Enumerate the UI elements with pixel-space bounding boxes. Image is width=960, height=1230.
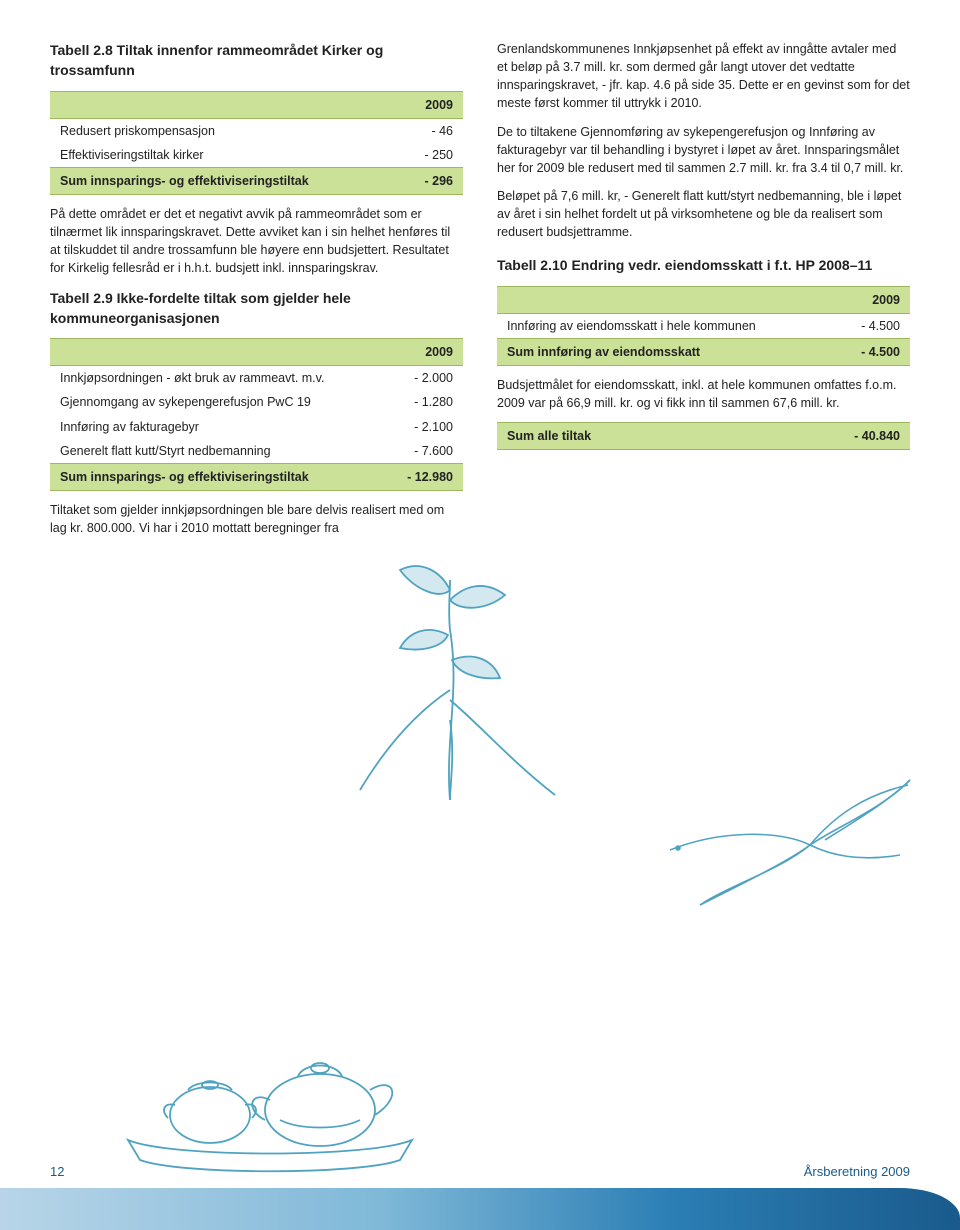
table-2-9-title: Tabell 2.9 Ikke-fordelte tiltak som gjel… (50, 288, 463, 329)
body-paragraph: Grenlandskommunenes Innkjøpsenhet på eff… (497, 40, 910, 113)
right-column: Grenlandskommunenes Innkjøpsenhet på eff… (497, 40, 910, 547)
page-footer: 12 Årsberetning 2009 (0, 1166, 960, 1230)
table-row: Innføring av eiendomsskatt i hele kommun… (497, 313, 910, 338)
page-number: 12 (50, 1163, 64, 1182)
year-header: 2009 (400, 91, 463, 118)
plant-decoration-icon (300, 540, 600, 800)
sum-row: Sum innsparings- og effektiviseringstilt… (50, 463, 463, 490)
body-paragraph: Budsjettmålet for eiendomsskatt, inkl. a… (497, 376, 910, 412)
table-2-10: 2009 Innføring av eiendomsskatt i hele k… (497, 286, 910, 366)
total-sum-row: Sum alle tiltak - 40.840 (497, 423, 910, 450)
body-paragraph: De to tiltakene Gjennomføring av sykepen… (497, 123, 910, 177)
footer-bar (0, 1188, 960, 1230)
footer-label: Årsberetning 2009 (804, 1163, 910, 1182)
table-row: Gjennomgang av sykepengerefusjon PwC 19 … (50, 390, 463, 414)
year-header: 2009 (385, 339, 463, 366)
year-header: 2009 (836, 286, 910, 313)
total-row-table: Sum alle tiltak - 40.840 (497, 422, 910, 450)
teapot-decoration-icon (120, 970, 420, 1180)
sum-row: Sum innsparings- og effektiviseringstilt… (50, 167, 463, 194)
table-2-8: 2009 Redusert priskompensasjon - 46 Effe… (50, 91, 463, 196)
body-paragraph: På dette området er det et negativt avvi… (50, 205, 463, 278)
table-2-10-title: Tabell 2.10 Endring vedr. eiendomsskatt … (497, 255, 910, 275)
body-paragraph: Tiltaket som gjelder innkjøpsordningen b… (50, 501, 463, 537)
table-row: Generelt flatt kutt/Styrt nedbemanning -… (50, 439, 463, 464)
left-column: Tabell 2.8 Tiltak innenfor rammeområdet … (50, 40, 463, 547)
table-2-8-title: Tabell 2.8 Tiltak innenfor rammeområdet … (50, 40, 463, 81)
table-row: Innkjøpsordningen - økt bruk av rammeavt… (50, 366, 463, 391)
table-row: Redusert priskompensasjon - 46 (50, 118, 463, 143)
body-paragraph: Beløpet på 7,6 mill. kr, - Generelt flat… (497, 187, 910, 241)
table-row: Innføring av fakturagebyr - 2.100 (50, 415, 463, 439)
table-2-9: 2009 Innkjøpsordningen - økt bruk av ram… (50, 338, 463, 491)
table-row: Effektiviseringstiltak kirker - 250 (50, 143, 463, 168)
sum-row: Sum innføring av eiendomsskatt - 4.500 (497, 338, 910, 365)
bird-decoration-icon (660, 770, 920, 920)
